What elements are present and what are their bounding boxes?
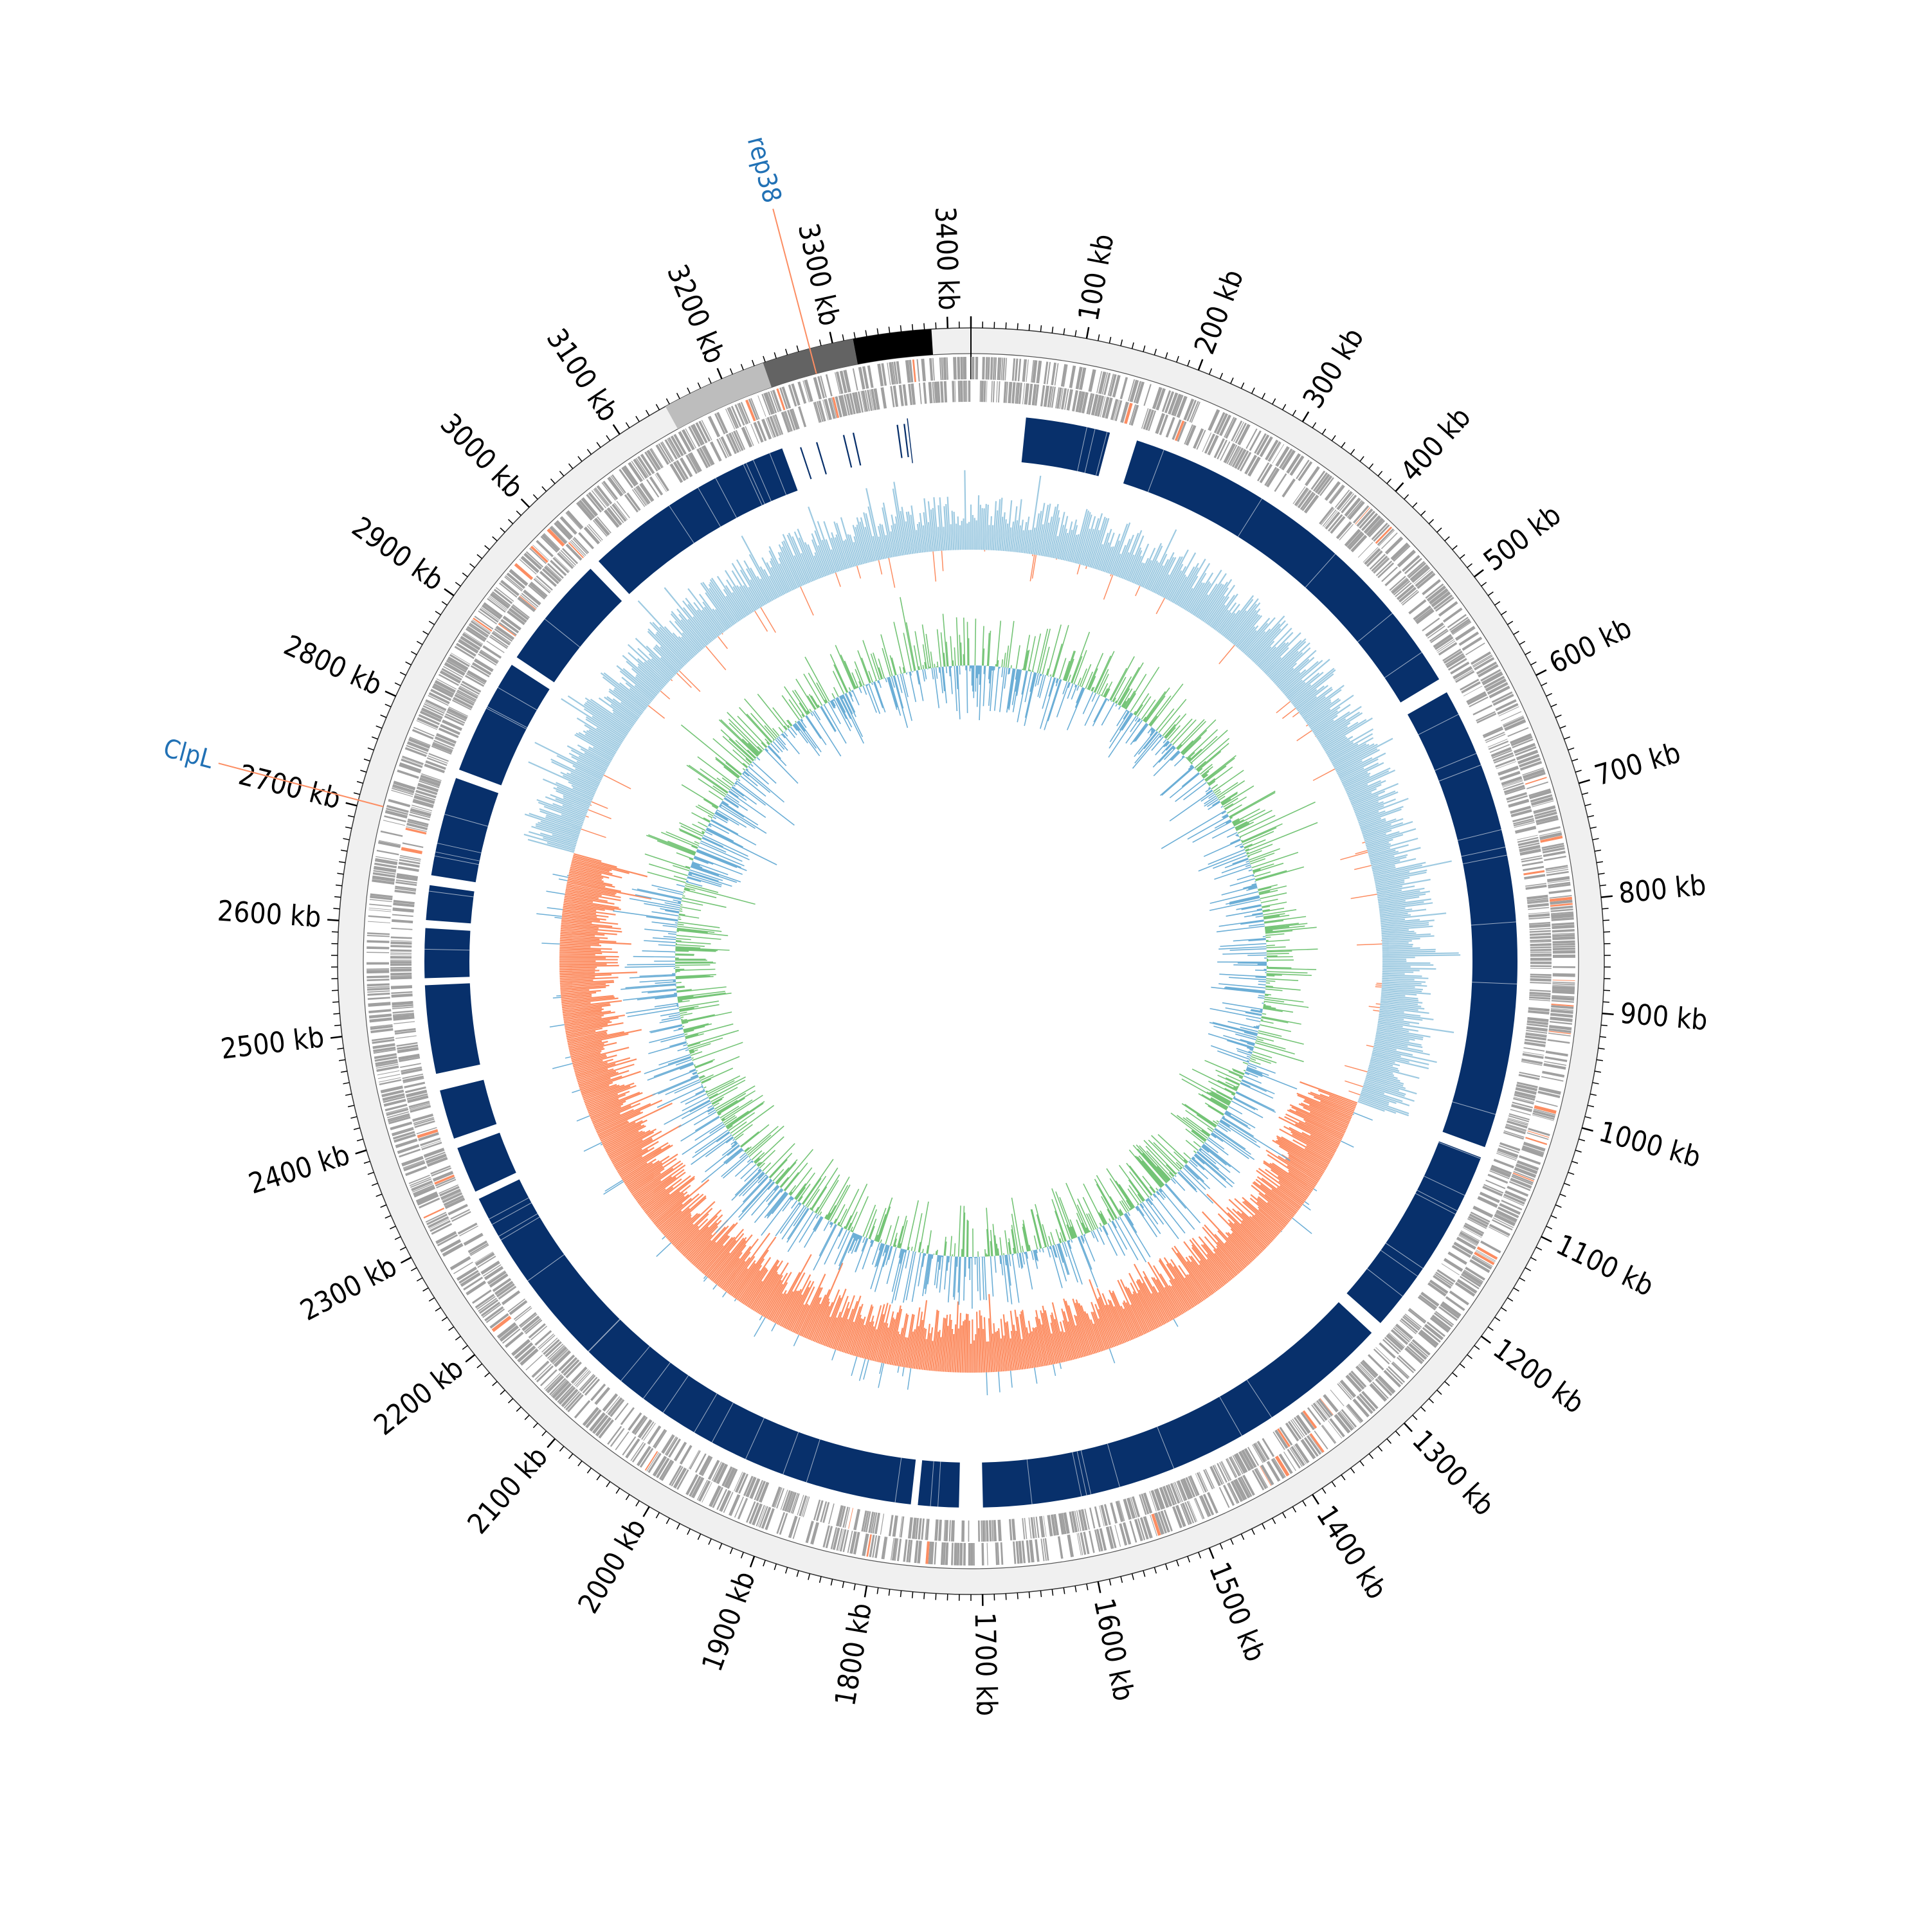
tick-label: 2900 kb: [346, 510, 449, 597]
tick-label: 100 kb: [1073, 231, 1121, 323]
contig-segment-2: [763, 339, 858, 388]
tick-label: 1800 kb: [829, 1601, 878, 1709]
tick-label: 1300 kb: [1406, 1424, 1501, 1522]
scale-ticks: [327, 316, 1614, 1606]
tick-label: 900 kb: [1619, 997, 1709, 1037]
tick-label: 700 kb: [1591, 736, 1684, 792]
feature-leader-line: [772, 208, 817, 374]
blast-hit-ring: [424, 415, 1517, 1508]
gc-content-spikes-blue: [536, 873, 1373, 1396]
tick-label: 3100 kb: [540, 323, 625, 428]
tick-label: 2300 kb: [295, 1250, 402, 1328]
tick-label: 1700 kb: [968, 1612, 1003, 1716]
tick-label: 200 kb: [1188, 265, 1251, 358]
tick-label: 1000 kb: [1595, 1115, 1704, 1175]
feature-label-clpl: ClpL: [160, 734, 216, 775]
tick-label: 1100 kb: [1551, 1228, 1658, 1303]
tick-label: 800 kb: [1617, 869, 1708, 910]
gc-content-negative: [559, 853, 1358, 1373]
tick-label: 3300 kb: [792, 221, 846, 329]
contig-segments: [665, 329, 934, 429]
tick-label: 2400 kb: [245, 1139, 354, 1201]
tick-label: 400 kb: [1394, 401, 1477, 488]
tick-label: 2600 kb: [217, 895, 322, 934]
tick-label: 3400 kb: [928, 206, 965, 311]
tick-label: 300 kb: [1297, 322, 1371, 414]
gc-content-spikes-red: [581, 550, 1382, 1096]
gc-content-ring: [523, 470, 1461, 1396]
tick-label: 2100 kb: [462, 1441, 554, 1540]
tick-label: 2700 kb: [235, 759, 344, 816]
tick-label: 2200 kb: [368, 1352, 469, 1442]
contig-segment-3: [853, 329, 934, 365]
minor-ticks: [331, 321, 1611, 1601]
gc-content-positive: [523, 470, 1461, 1117]
tick-label: 2000 kb: [572, 1513, 653, 1619]
major-ticks: [327, 316, 1614, 1606]
feature-label-rep38: rep38: [741, 133, 787, 206]
feature-leader-line: [218, 763, 384, 808]
tick-label: 3000 kb: [434, 408, 530, 505]
gc-skew-ring: [613, 597, 1318, 1309]
tick-label: 3200 kb: [660, 260, 731, 368]
tick-label: 1600 kb: [1087, 1596, 1140, 1704]
tick-label: 1500 kb: [1202, 1558, 1272, 1666]
tick-label: 2500 kb: [219, 1021, 326, 1066]
gc-skew-negative: [613, 665, 1298, 1309]
blast-hairlines: [424, 415, 1517, 1507]
tick-label: 1400 kb: [1310, 1500, 1393, 1605]
tick-label: 1200 kb: [1487, 1332, 1590, 1420]
tick-label: 1900 kb: [696, 1567, 762, 1675]
contig-segment-1: [665, 363, 772, 429]
tick-label: 2800 kb: [279, 629, 387, 702]
tick-label: 500 kb: [1478, 498, 1567, 577]
tick-label: 600 kb: [1544, 611, 1637, 680]
